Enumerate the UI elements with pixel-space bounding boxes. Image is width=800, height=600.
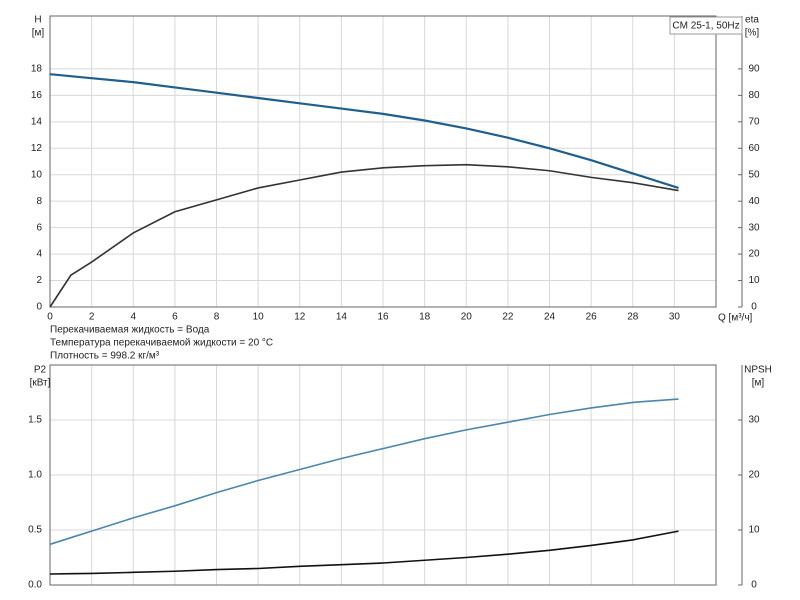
y2-axis-unit: [м] <box>752 378 765 389</box>
y2-tick-label: 30 <box>748 415 760 426</box>
y-tick-label: 0.5 <box>28 525 42 536</box>
x-tick-label: 10 <box>253 312 265 323</box>
note: Плотность = 998.2 кг/м³ <box>50 351 160 362</box>
y-tick-label: 1.0 <box>28 470 42 481</box>
y-axis-unit: [кВт] <box>30 378 51 389</box>
y2-tick-label: 70 <box>748 116 760 127</box>
y-tick-label: 16 <box>31 90 43 101</box>
x-tick-label: 8 <box>214 312 220 323</box>
y-tick-label: 1.5 <box>28 415 42 426</box>
y2-tick-label: 80 <box>748 90 760 101</box>
x-tick-label: 6 <box>172 312 178 323</box>
x-axis-label: Q [м³/ч] <box>718 313 753 324</box>
plot-frame <box>49 15 717 308</box>
y-tick-label: 2 <box>36 275 42 286</box>
y-tick-label: 12 <box>31 143 43 154</box>
y-axis-label: P2 <box>34 365 47 376</box>
y-tick-label: 0 <box>36 302 42 313</box>
x-tick-label: 30 <box>669 312 681 323</box>
y2-tick-label: 20 <box>748 249 760 260</box>
y-tick-label: 10 <box>31 169 43 180</box>
x-tick-label: 28 <box>627 312 639 323</box>
y2-tick-label: 0 <box>751 580 757 591</box>
y2-tick-label: 90 <box>748 64 760 75</box>
x-tick-label: 0 <box>47 312 53 323</box>
y-tick-label: 8 <box>36 196 42 207</box>
y2-tick-label: 20 <box>748 470 760 481</box>
y2-tick-label: 60 <box>748 143 760 154</box>
x-tick-label: 16 <box>377 312 389 323</box>
y2-tick-label: 10 <box>748 275 760 286</box>
plot-frame <box>49 364 717 586</box>
x-tick-label: 22 <box>502 312 514 323</box>
y-tick-label: 6 <box>36 222 42 233</box>
title-box <box>669 16 743 35</box>
x-tick-label: 4 <box>130 312 136 323</box>
y2-tick-label: 0 <box>751 302 757 313</box>
y-axis-label: H <box>34 15 41 26</box>
x-tick-label: 12 <box>294 312 306 323</box>
note: Температура перекачиваемой жидкости = 20… <box>50 338 273 349</box>
y-tick-label: 14 <box>31 116 43 127</box>
curve <box>49 530 679 575</box>
curve <box>49 163 679 308</box>
y-tick-label: 0.0 <box>28 580 42 591</box>
x-tick-label: 18 <box>419 312 431 323</box>
curve <box>49 398 679 546</box>
y-axis-unit: [м] <box>32 28 45 39</box>
y2-tick-label: 30 <box>748 222 760 233</box>
x-tick-label: 20 <box>461 312 473 323</box>
y-tick-label: 18 <box>31 64 43 75</box>
y-tick-label: 4 <box>36 249 42 260</box>
y2-axis-unit: [%] <box>745 28 760 39</box>
chart-title: CM 25-1, 50Hz <box>672 21 739 32</box>
x-tick-label: 2 <box>89 312 95 323</box>
y2-axis-label: eta <box>745 15 759 26</box>
note: Перекачиваемая жидкость = Вода <box>50 325 210 336</box>
y2-tick-label: 50 <box>748 169 760 180</box>
y2-tick-label: 40 <box>748 196 760 207</box>
y2-tick-label: 10 <box>748 525 760 536</box>
x-tick-label: 24 <box>544 312 556 323</box>
curve <box>49 73 679 189</box>
x-tick-label: 26 <box>586 312 598 323</box>
x-tick-label: 14 <box>336 312 348 323</box>
y2-axis-label: NPSH <box>744 365 772 376</box>
